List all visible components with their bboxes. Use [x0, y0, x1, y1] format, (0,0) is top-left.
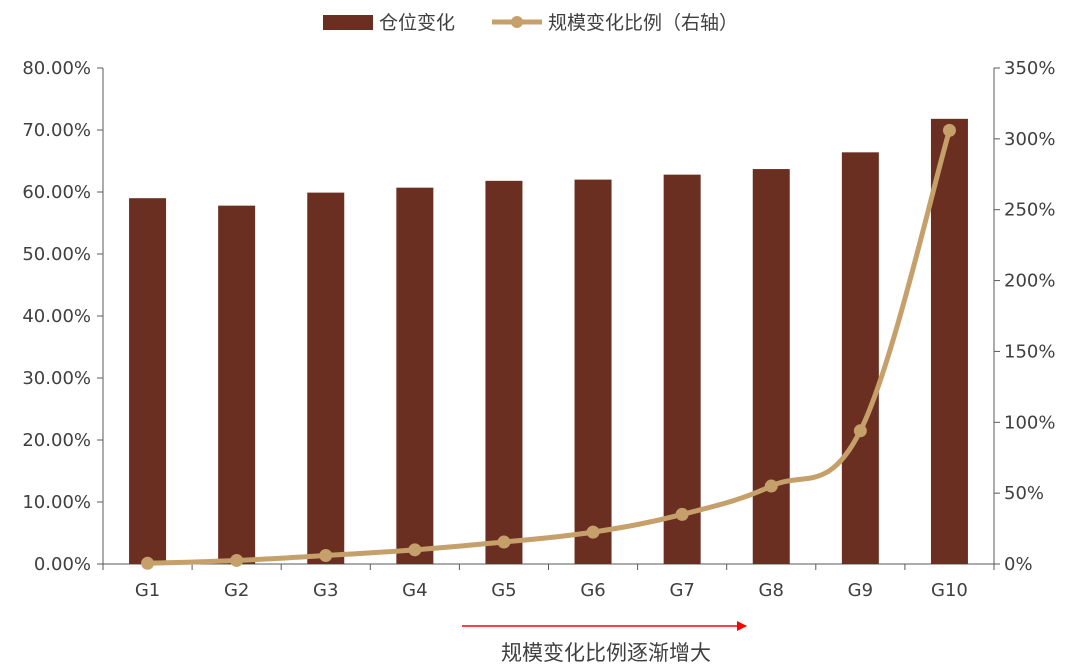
y-left-tick-label: 40.00%: [22, 306, 91, 327]
x-tick-label: G1: [135, 580, 160, 601]
legend-label-bar: 仓位变化: [379, 12, 455, 34]
bar: [752, 169, 790, 564]
y-left-tick-label: 50.00%: [22, 244, 91, 265]
legend-label-line: 规模变化比例（右轴）: [548, 12, 738, 34]
y-right-tick-label: 350%: [1004, 58, 1055, 79]
line-point: [586, 525, 600, 539]
line-series: [141, 123, 956, 570]
bar: [485, 180, 523, 564]
bar: [218, 205, 256, 564]
series-line: [145, 127, 952, 566]
line-point: [497, 535, 511, 549]
y-left-tick-label: 70.00%: [22, 120, 91, 141]
y-left-tick-label: 10.00%: [22, 492, 91, 513]
line-point: [853, 424, 867, 438]
x-tick-label: G4: [402, 580, 427, 601]
line-point: [141, 556, 155, 570]
bar: [574, 179, 612, 564]
y-left-tick-label: 0.00%: [34, 554, 91, 575]
legend: 仓位变化 规模变化比例（右轴）: [323, 12, 738, 34]
line-point: [942, 123, 956, 137]
y-right-tick-label: 150%: [1004, 341, 1055, 362]
x-tick-label: G2: [224, 580, 249, 601]
y-left-tick-label: 60.00%: [22, 182, 91, 203]
line-point: [675, 507, 689, 521]
x-tick-label: G8: [759, 580, 784, 601]
line-point: [230, 553, 244, 567]
annotation: 规模变化比例逐渐增大: [462, 621, 747, 665]
bar: [663, 174, 701, 564]
x-tick-label: G9: [848, 580, 873, 601]
y-left-tick-label: 30.00%: [22, 368, 91, 389]
x-tick-label: G7: [669, 580, 694, 601]
y-right-tick-label: 50%: [1004, 483, 1044, 504]
x-tick-label: G3: [313, 580, 338, 601]
y-right-tick-label: 0%: [1004, 554, 1033, 575]
legend-swatch-marker: [511, 16, 523, 28]
line-point: [764, 479, 778, 493]
bar: [396, 187, 434, 564]
bar: [841, 152, 879, 564]
bar: [930, 118, 968, 564]
tick-labels: 0.00% 10.00% 20.00% 30.00% 40.00% 50.00% 60.00…: [22, 58, 1055, 601]
x-tick-label: G10: [931, 580, 968, 601]
bars: [129, 118, 968, 564]
bar: [129, 198, 167, 564]
line-point: [408, 543, 422, 557]
y-right-tick-label: 250%: [1004, 200, 1055, 221]
bar: [307, 192, 345, 564]
legend-swatch-bar: [323, 15, 373, 30]
x-tick-label: G6: [580, 580, 605, 601]
y-left-tick-label: 80.00%: [22, 58, 91, 79]
y-right-tick-label: 100%: [1004, 412, 1055, 433]
y-right-tick-label: 300%: [1004, 129, 1055, 150]
y-right-tick-label: 200%: [1004, 271, 1055, 292]
x-tick-label: G5: [491, 580, 516, 601]
annotation-text: 规模变化比例逐渐增大: [501, 641, 711, 665]
line-point: [319, 548, 333, 562]
y-left-tick-label: 20.00%: [22, 430, 91, 451]
